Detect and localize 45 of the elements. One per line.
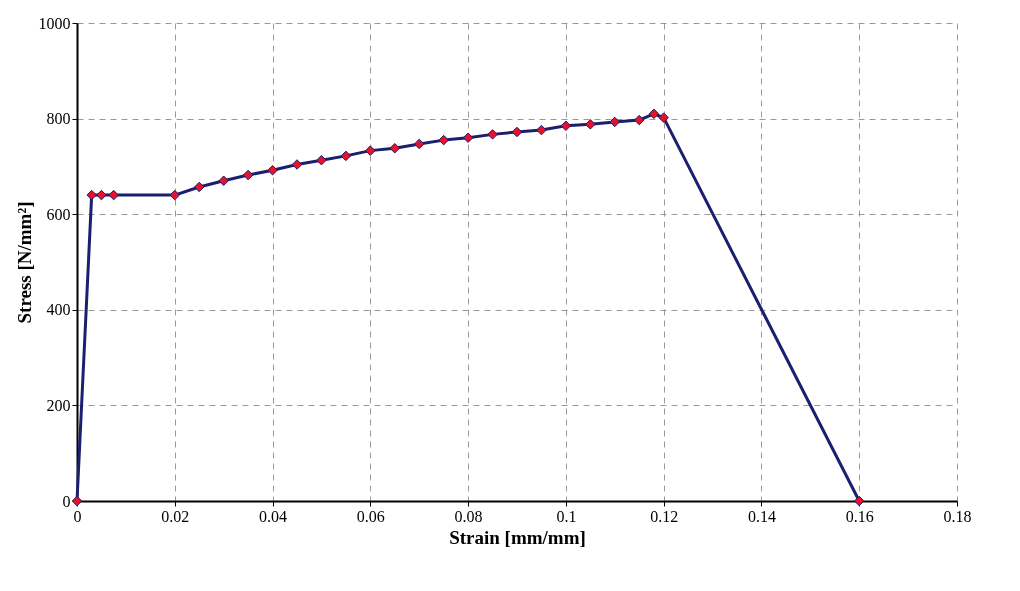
y-axis-title: Stress [N/mm²]: [13, 201, 35, 324]
point: [560, 120, 572, 132]
x-tick-label: 0.12: [650, 507, 679, 525]
y-tick-label: 200: [46, 396, 71, 414]
point: [853, 495, 865, 507]
point: [413, 138, 425, 150]
point: [487, 129, 498, 140]
point: [242, 169, 254, 181]
point: [108, 189, 119, 201]
y-tick-label: 0: [62, 492, 71, 510]
y-tick-label: 1000: [38, 14, 71, 32]
point: [86, 189, 97, 201]
point: [536, 124, 547, 136]
x-axis-title: Strain [mm/mm]: [449, 526, 586, 548]
point: [169, 189, 181, 201]
y-tick-label: 400: [46, 301, 71, 319]
point: [585, 119, 596, 130]
x-tick-label: 0.08: [454, 507, 483, 525]
point: [658, 112, 669, 123]
point: [511, 126, 523, 138]
point: [633, 114, 645, 126]
point: [462, 132, 474, 143]
point: [267, 164, 278, 176]
point: [648, 108, 660, 120]
x-tick-label: 0.14: [747, 507, 776, 525]
point: [438, 134, 449, 146]
y-tick-label: 800: [46, 110, 71, 128]
point: [71, 495, 83, 507]
point: [316, 154, 327, 166]
x-tick-label: 0.06: [356, 507, 385, 525]
point: [609, 116, 621, 128]
x-tick-label: 0.16: [845, 507, 874, 525]
x-tick-label: 0.1: [556, 507, 577, 525]
point: [193, 181, 205, 193]
point: [340, 150, 352, 162]
point: [365, 145, 376, 156]
x-tick-label: 0: [73, 507, 82, 525]
x-tick-label: 0.02: [161, 507, 190, 525]
point: [218, 175, 229, 186]
point: [96, 189, 107, 201]
y-tick-label: 600: [46, 205, 71, 223]
point: [291, 159, 303, 170]
point: [389, 142, 401, 154]
x-tick-label: 0.04: [259, 507, 288, 525]
x-tick-label: 0.18: [943, 507, 972, 525]
